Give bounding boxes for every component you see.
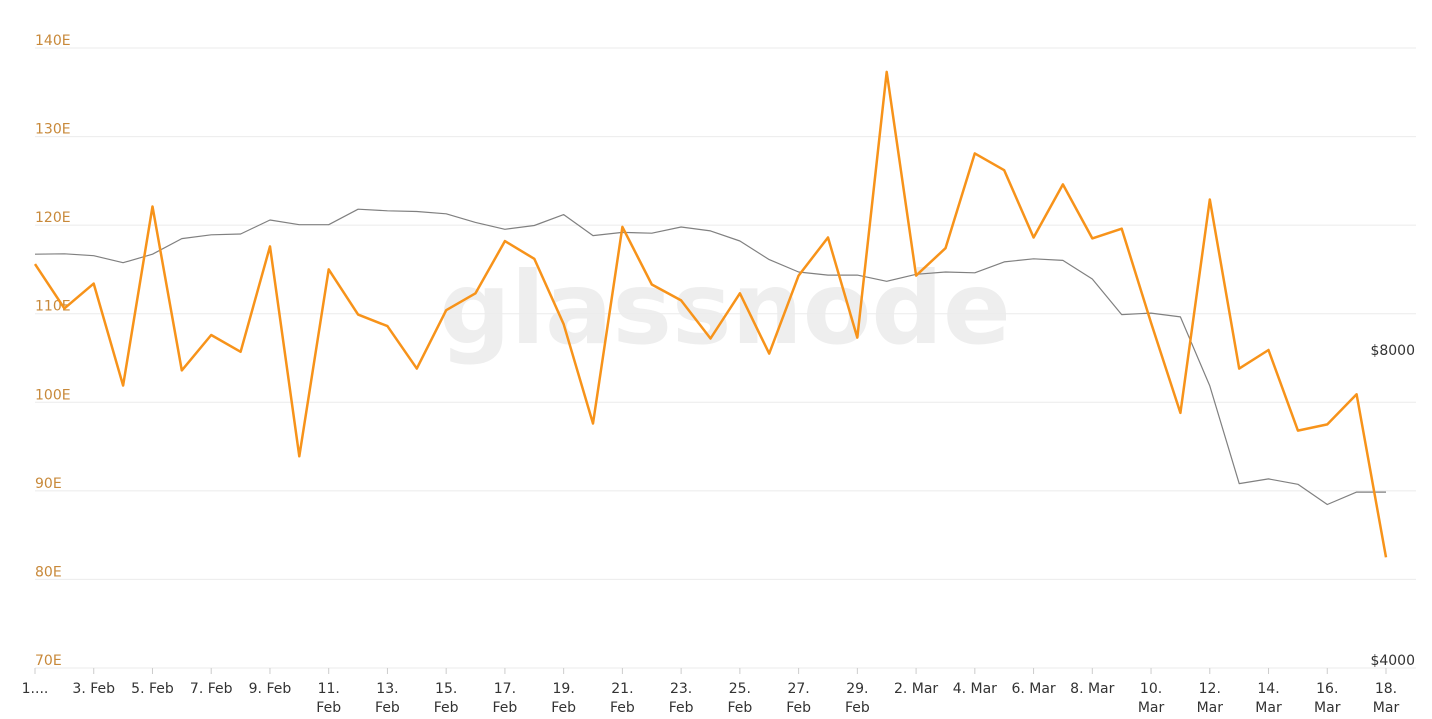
series-lines — [33, 70, 1388, 558]
x-tick-label: 5. Feb — [131, 681, 174, 697]
x-tick-label: 10. Mar — [1138, 681, 1165, 716]
series-line-secondary — [34, 208, 1386, 506]
x-tick-label: 9. Feb — [249, 681, 292, 697]
x-tick-label: 27. Feb — [786, 681, 811, 716]
x-tick-label: 2. Mar — [894, 681, 938, 697]
x-axis: 1.... 3. Feb 5. Feb 7. Feb 9. Feb 11. Feb 13. Fe… — [22, 668, 1400, 716]
x-tick-label: 1.... — [22, 681, 49, 697]
x-tick-label: 11. Feb — [316, 681, 341, 716]
x-tick-label: 19. Feb — [551, 681, 576, 716]
x-tick-label: 23. Feb — [669, 681, 694, 716]
x-tick-label: 13. Feb — [375, 681, 400, 716]
x-tick-label: 18. Mar — [1373, 681, 1400, 716]
y-tick-label: 90E — [35, 476, 62, 492]
x-tick-label: 16. Mar — [1314, 681, 1341, 716]
x-tick-label: 4. Mar — [953, 681, 997, 697]
x-tick-label: 7. Feb — [190, 681, 233, 697]
x-tick-label: 3. Feb — [72, 681, 115, 697]
x-tick-label: 17. Feb — [493, 681, 518, 716]
x-tick-label: 6. Mar — [1011, 681, 1055, 697]
x-tick-label: 21. Feb — [610, 681, 635, 716]
y-tick-label: 70E — [35, 653, 62, 669]
y2-tick-label: $8000 — [1370, 343, 1415, 359]
x-tick-label: 29. Feb — [845, 681, 870, 716]
x-tick-label: 8. Mar — [1070, 681, 1114, 697]
x-tick-label: 14. Mar — [1255, 681, 1282, 716]
x-tick-label: 25. Feb — [727, 681, 752, 716]
gridlines — [35, 47, 1416, 669]
x-tick-label: 15. Feb — [434, 681, 459, 716]
y-tick-label: 130E — [35, 122, 71, 138]
y-axis-right: $4000 $8000 — [1370, 343, 1415, 669]
y-tick-label: 140E — [35, 33, 71, 49]
x-tick-label: 12. Mar — [1197, 681, 1224, 716]
series-line-primary — [33, 70, 1388, 558]
y-tick-label: 120E — [35, 210, 71, 226]
y-tick-label: 100E — [35, 387, 71, 403]
y-tick-label: 80E — [35, 564, 62, 580]
y2-tick-label: $4000 — [1370, 653, 1415, 669]
